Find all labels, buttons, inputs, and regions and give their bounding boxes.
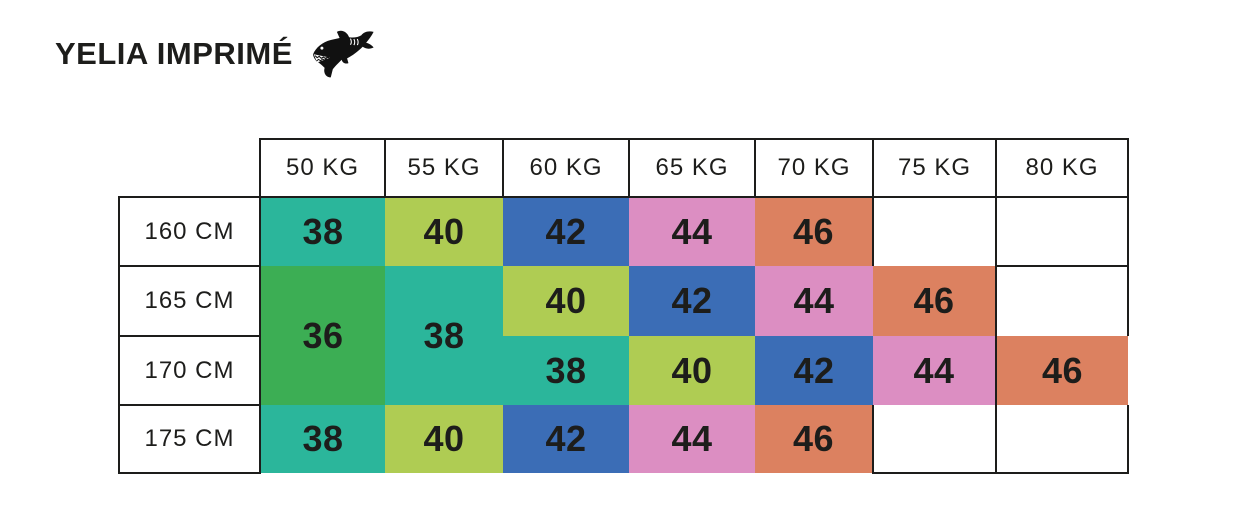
weight-header-cell: 70 KG	[754, 138, 874, 198]
page-title: YELIA IMPRIMÉ	[55, 36, 293, 71]
weight-header-cell: 50 KG	[259, 138, 386, 198]
size-cell: 40	[503, 266, 629, 336]
weight-header-cell: 65 KG	[628, 138, 756, 198]
size-cell: 46	[873, 266, 996, 336]
size-cell: 40	[385, 405, 503, 473]
shark-icon	[309, 29, 377, 85]
weight-header-cell: 75 KG	[872, 138, 997, 198]
size-cell: 40	[629, 336, 755, 405]
height-label-cell: 165 CM	[118, 265, 261, 337]
size-cell: 44	[629, 197, 755, 266]
weight-header-cell: 55 KG	[384, 138, 504, 198]
empty-cell	[872, 196, 997, 266]
height-label-cell: 160 CM	[118, 196, 261, 267]
corner-spacer-cell	[119, 139, 260, 197]
size-cell: 44	[873, 336, 996, 405]
size-cell: 44	[629, 405, 755, 473]
table-row-160cm: 160 CM 38 40 42 44 46	[118, 196, 1129, 267]
header: YELIA IMPRIMÉ	[55, 26, 377, 82]
size-cell-merged: 36	[260, 266, 385, 405]
size-cell: 40	[385, 197, 503, 266]
size-cell: 46	[755, 405, 873, 473]
size-cell: 44	[755, 266, 873, 336]
table-row-175cm: 175 CM 38 40 42 44 46	[118, 404, 1129, 474]
height-label-cell: 175 CM	[118, 404, 261, 474]
empty-cell	[995, 265, 1129, 336]
table-row-170cm: 170 CM 38 40 42 44 46	[118, 335, 1128, 406]
size-cell: 46	[755, 197, 873, 266]
empty-cell	[995, 196, 1129, 267]
size-cell: 42	[503, 197, 629, 266]
weight-header-row: 50 KG 55 KG 60 KG 65 KG 70 KG 75 KG 80 K…	[119, 138, 1129, 198]
weight-header-cell: 60 KG	[502, 138, 630, 198]
empty-cell	[872, 405, 997, 474]
height-label-cell: 170 CM	[118, 335, 261, 406]
size-cell: 38	[503, 336, 629, 405]
size-cell: 42	[629, 266, 755, 336]
size-cell: 42	[755, 336, 873, 405]
size-cell: 38	[260, 197, 385, 266]
weight-header-cell: 80 KG	[995, 138, 1129, 198]
size-cell: 38	[260, 405, 385, 473]
empty-cell	[995, 405, 1129, 474]
size-chart-table: 50 KG 55 KG 60 KG 65 KG 70 KG 75 KG 80 K…	[118, 138, 1129, 474]
size-cell: 42	[503, 405, 629, 473]
table-row-165cm: 165 CM 36 38 40 42 44 46	[118, 265, 1129, 405]
size-cell-merged: 38	[385, 266, 503, 405]
size-cell: 46	[995, 336, 1128, 405]
